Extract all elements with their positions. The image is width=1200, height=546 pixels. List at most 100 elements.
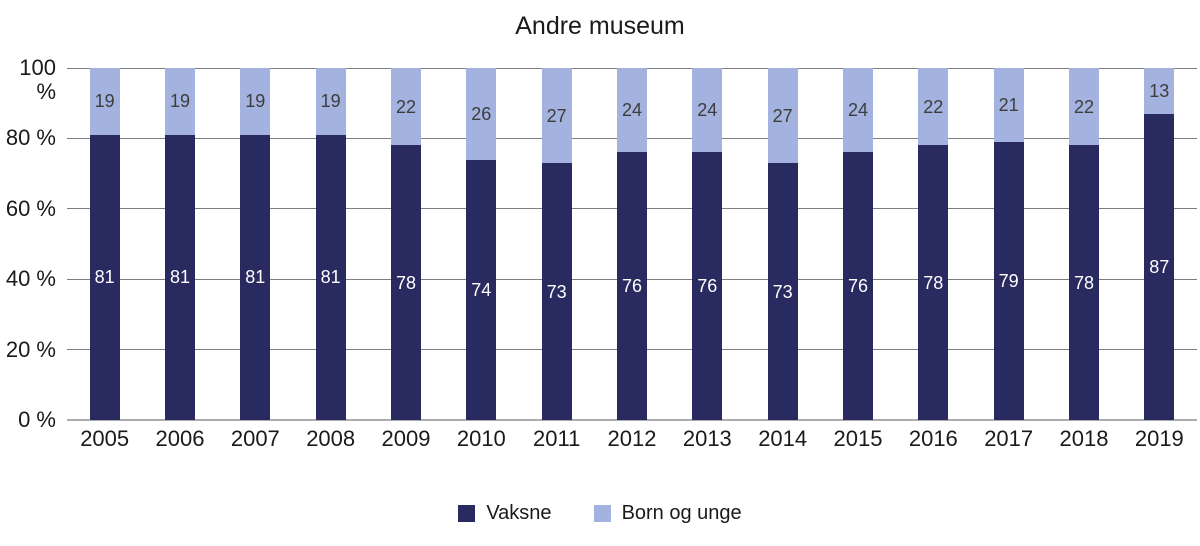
bar-segment-born-og-unge-2008 [315,68,346,135]
legend-item-vaksne: Vaksne [458,502,552,525]
bar-value-label-vaksne-2019: 87 [1149,256,1170,277]
bar-segment-vaksne-2006 [164,134,195,420]
bar-segment-vaksne-2008 [315,134,346,420]
bar-value-label-vaksne-2005: 81 [94,267,115,288]
y-tick-label-100: 100 % [19,55,56,104]
bar-segment-born-og-unge-2011 [541,68,572,164]
bar-segment-born-og-unge-2015 [842,68,873,153]
bar-segment-vaksne-2017 [993,141,1024,420]
bar-segment-born-og-unge-2016 [918,68,949,146]
bar-value-label-vaksne-2016: 78 [923,272,944,293]
bar-column-2010: 74 26 [444,68,519,420]
bar-segment-vaksne-2009 [390,145,421,420]
legend-item-born-og-unge: Born og unge [593,502,742,525]
bar-value-label-born-og-unge-2018: 22 [1073,96,1094,117]
x-tick-label-2007: 2007 [230,426,280,451]
bar-value-label-vaksne-2017: 79 [998,270,1019,291]
bar-value-label-born-og-unge-2006: 19 [169,91,190,112]
bar-segment-born-og-unge-2007 [240,68,271,135]
bar-segment-born-og-unge-2018 [1068,68,1099,146]
bar-value-label-born-og-unge-2019: 13 [1149,80,1170,101]
x-axis-line [67,419,1197,421]
bar-value-label-vaksne-2010: 74 [471,279,492,300]
bar-segment-born-og-unge-2012 [616,68,647,153]
bar-value-label-born-og-unge-2009: 22 [395,96,416,117]
bar-segment-born-og-unge-2006 [164,68,195,135]
bar-segment-vaksne-2018 [1068,145,1099,420]
x-tick-label-2009: 2009 [381,426,431,451]
bar-column-2008: 81 19 [293,68,368,420]
bar-value-label-vaksne-2006: 81 [169,267,190,288]
bar-value-label-born-og-unge-2011: 27 [546,105,567,126]
bar-segment-vaksne-2019 [1144,113,1175,420]
bar-segment-born-og-unge-2013 [692,68,723,153]
bar-segment-born-og-unge-2014 [767,68,798,164]
bar-value-label-born-og-unge-2007: 19 [245,91,266,112]
chart-title: Andre museum [515,12,685,40]
bar-value-label-born-og-unge-2005: 19 [94,91,115,112]
bar-value-label-vaksne-2014: 73 [772,281,793,302]
bar-segment-vaksne-2011 [541,163,572,420]
legend-label-born-og-unge: Born og unge [621,502,742,524]
bar-value-label-born-og-unge-2012: 24 [621,100,642,121]
y-tick-label-80: 80 % [5,125,56,151]
bar-column-2013: 76 24 [670,68,745,420]
legend-label-vaksne: Vaksne [486,502,552,524]
bar-column-2009: 78 22 [368,68,443,420]
bar-value-label-vaksne-2011: 73 [546,281,567,302]
bar-column-2011: 73 27 [519,68,594,420]
bar-segment-born-og-unge-2009 [390,68,421,146]
bar-value-label-born-og-unge-2013: 24 [697,100,718,121]
bar-segment-vaksne-2016 [918,145,949,420]
bar-column-2015: 76 24 [820,68,895,420]
x-tick-label-2018: 2018 [1059,426,1109,451]
bar-column-2007: 81 19 [218,68,293,420]
bar-segment-vaksne-2005 [89,134,120,420]
y-tick-label-60: 60 % [5,195,56,221]
bar-segment-vaksne-2013 [692,152,723,420]
bar-column-2018: 78 22 [1046,68,1121,420]
bar-segment-vaksne-2015 [842,152,873,420]
x-tick-label-2011: 2011 [533,426,581,451]
x-tick-label-2006: 2006 [155,426,205,451]
legend-swatch-born-og-unge [593,505,611,522]
x-tick-label-2013: 2013 [682,426,732,451]
bar-value-label-vaksne-2018: 78 [1073,272,1094,293]
bar-value-label-vaksne-2008: 81 [320,267,341,288]
bar-segment-vaksne-2012 [616,152,647,420]
plot-area: 81 19 81 19 81 19 81 19 78 22 74 26 73 27 76 24 76 24 73 27… [67,67,1197,421]
x-tick-label-2010: 2010 [456,426,506,451]
bar-value-label-vaksne-2013: 76 [697,276,718,297]
y-tick-label-40: 40 % [5,266,56,292]
x-tick-label-2008: 2008 [306,426,356,451]
bar-value-label-born-og-unge-2015: 24 [847,100,868,121]
bar-column-2019: 87 13 [1122,68,1197,420]
x-tick-label-2016: 2016 [908,426,958,451]
bar-column-2017: 79 21 [971,68,1046,420]
legend: Vaksne Born og unge [0,502,1200,525]
bar-value-label-born-og-unge-2016: 22 [923,96,944,117]
bar-segment-vaksne-2010 [466,159,497,420]
bar-column-2016: 78 22 [896,68,971,420]
bar-value-label-born-og-unge-2014: 27 [772,105,793,126]
bar-segment-born-og-unge-2019 [1144,68,1175,114]
bar-value-label-vaksne-2009: 78 [395,272,416,293]
y-tick-label-0: 0 % [18,407,56,432]
bar-column-2006: 81 19 [142,68,217,420]
bar-column-2012: 76 24 [594,68,669,420]
bar-value-label-born-og-unge-2008: 19 [320,91,341,112]
x-tick-label-2017: 2017 [984,426,1034,451]
x-tick-label-2019: 2019 [1134,426,1184,451]
bar-column-2005: 81 19 [67,68,142,420]
bar-value-label-born-og-unge-2010: 26 [471,103,492,124]
bar-segment-born-og-unge-2005 [89,68,120,135]
bar-column-2014: 73 27 [745,68,820,420]
gridline-100 [67,67,1197,69]
bar-segment-born-og-unge-2017 [993,68,1024,142]
x-tick-label-2012: 2012 [607,426,657,451]
bar-value-label-vaksne-2007: 81 [245,267,266,288]
bar-segment-vaksne-2007 [240,134,271,420]
bar-value-label-vaksne-2012: 76 [621,276,642,297]
bar-segment-born-og-unge-2010 [466,68,497,160]
